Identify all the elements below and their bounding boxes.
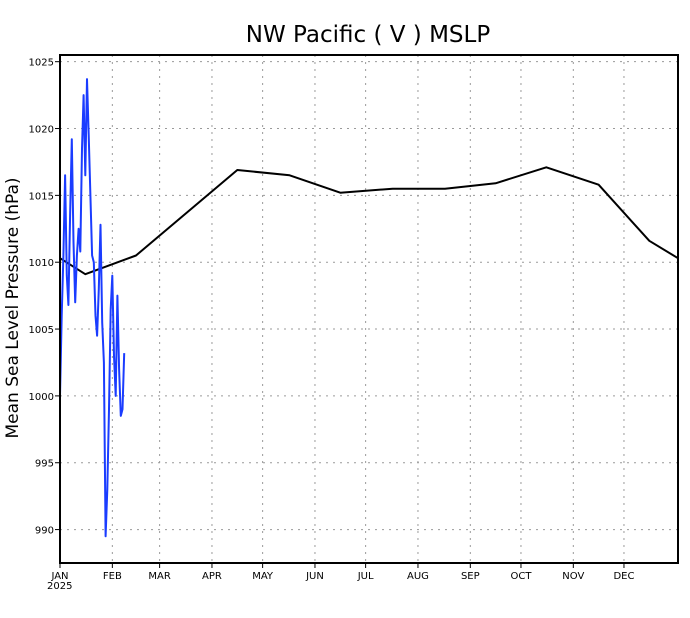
- series-line-climatology: [59, 166, 679, 276]
- x-tick-label: JAN: [50, 571, 68, 582]
- x-tick-label: APR: [202, 571, 222, 582]
- y-tick-label: 1000: [29, 392, 54, 403]
- x-tick-label: AUG: [407, 571, 429, 582]
- x-tick-labels: JAN FEB MAR APR MAY JUN JUL AUG SEP OCT NOV DEC: [50, 563, 634, 582]
- chart-title: NW Pacific ( V ) MSLP: [246, 22, 491, 48]
- y-tick-labels: 990 995 1000 1005 1010 1015 1020 1025: [29, 58, 60, 537]
- series-layer: [59, 78, 679, 538]
- y-tick-label: 1010: [29, 258, 54, 269]
- grid: [60, 55, 678, 563]
- year-label: 2025: [47, 581, 72, 592]
- x-tick-label: MAY: [252, 571, 274, 582]
- plot-frame: [59, 54, 679, 564]
- y-tick-label: 995: [35, 459, 54, 470]
- x-tick-label: NOV: [562, 571, 584, 582]
- y-tick-label: 990: [35, 526, 54, 537]
- x-tick-label: SEP: [461, 571, 480, 582]
- series-line-2025: [59, 78, 126, 538]
- x-tick-label: JUL: [357, 571, 374, 582]
- x-tick-label: OCT: [510, 571, 532, 582]
- y-tick-label: 1020: [29, 125, 54, 136]
- x-tick-label: MAR: [148, 571, 170, 582]
- y-axis-label: Mean Sea Level Pressure (hPa): [3, 177, 23, 438]
- y-tick-label: 1015: [29, 191, 54, 202]
- y-tick-label: 1025: [29, 58, 54, 69]
- x-tick-label: JUN: [305, 571, 324, 582]
- y-tick-label: 1005: [29, 325, 54, 336]
- x-tick-label: FEB: [103, 571, 122, 582]
- x-tick-label: DEC: [613, 571, 634, 582]
